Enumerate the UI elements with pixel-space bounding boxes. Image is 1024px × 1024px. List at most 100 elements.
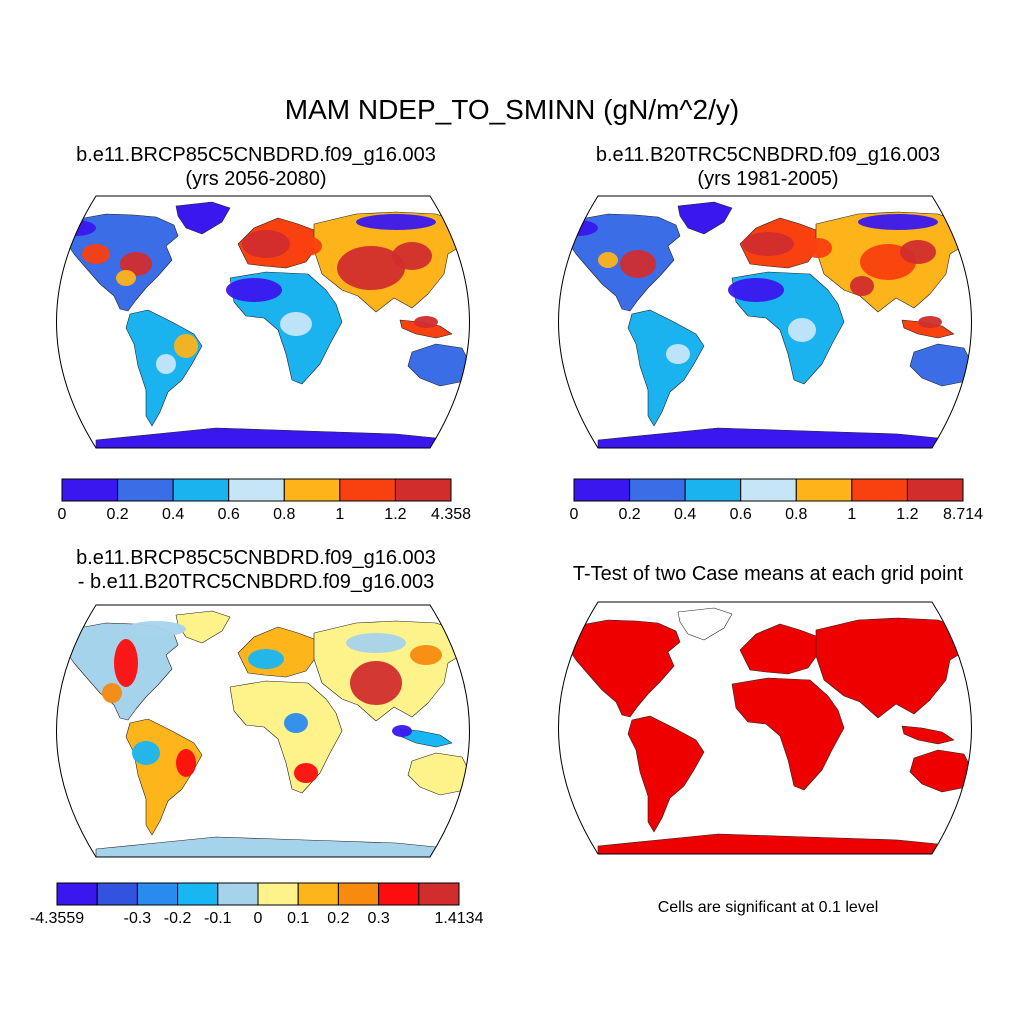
colorbar-difference-swatch-1 bbox=[96, 882, 138, 906]
map-ttest-land-europe bbox=[739, 623, 819, 675]
colorbar-control-swatch-5 bbox=[851, 478, 908, 502]
colorbar-difference-label: -4.3559 bbox=[30, 910, 84, 927]
map-ttest-land-seAsia bbox=[901, 725, 955, 745]
colorbar-control-swatch-3 bbox=[740, 478, 797, 502]
colorbar-case-swatch-0 bbox=[61, 478, 119, 502]
map-ttest-land-africa bbox=[731, 677, 845, 791]
colorbar-difference-label: 0 bbox=[254, 910, 263, 927]
map-case-field-patch bbox=[120, 252, 152, 276]
map-control-field-patch bbox=[598, 252, 618, 268]
colorbar-case-swatch-6 bbox=[394, 478, 452, 502]
map-case-field-patch bbox=[392, 242, 432, 270]
colorbar-difference-swatch-9 bbox=[418, 882, 460, 906]
colorbar-difference: -4.3559 -0.3 -0.2 -0.1 0 0.1 0.2 0.3 1.4134 bbox=[30, 882, 484, 927]
map-case-field-patch bbox=[280, 312, 312, 336]
colorbar-case-swatch-2 bbox=[172, 478, 230, 502]
colorbar-control-swatch-4 bbox=[795, 478, 853, 502]
map-difference-field-patch bbox=[284, 713, 308, 733]
colorbar-control-label: 0.2 bbox=[618, 506, 640, 523]
map-control-field-patch bbox=[850, 276, 874, 296]
map-case-field-patch bbox=[414, 316, 438, 328]
colorbar-control-label: 1.2 bbox=[896, 506, 918, 523]
map-case-frame bbox=[56, 195, 470, 449]
map-difference-field-patch bbox=[410, 645, 442, 665]
colorbar-control-swatch-0 bbox=[573, 478, 631, 502]
map-difference-land-southAmerica bbox=[125, 718, 203, 836]
map-case-field-patch bbox=[82, 244, 110, 264]
panel-ttest-title: T-Test of two Case means at each grid po… bbox=[512, 562, 1024, 586]
colorbar-case-label: 0 bbox=[58, 506, 67, 523]
map-difference-field-patch bbox=[176, 749, 196, 777]
map-control-field-patch bbox=[858, 214, 938, 230]
map-difference-field-patch bbox=[132, 741, 160, 765]
colorbar-case-label: 1 bbox=[335, 506, 344, 523]
map-case-land-australia bbox=[407, 343, 470, 387]
map-control bbox=[558, 195, 972, 449]
colorbar-difference-label: 0.3 bbox=[367, 910, 389, 927]
colorbar-case-label: 0.6 bbox=[218, 506, 240, 523]
map-control-field-patch bbox=[742, 232, 794, 256]
map-case-field-patch bbox=[156, 354, 176, 374]
panel-control-title: b.e11.B20TRC5CNBDRD.f09_g16.003 (yrs 198… bbox=[512, 143, 1024, 191]
colorbar-case-label: 4.358 bbox=[431, 506, 471, 523]
map-ttest-land-southAmerica bbox=[627, 715, 705, 833]
colorbar-control-label: 0.6 bbox=[730, 506, 752, 523]
map-control-field-patch bbox=[620, 250, 656, 278]
map-difference-land-seAsia bbox=[399, 728, 453, 748]
colorbar-difference-label: -0.2 bbox=[164, 910, 192, 927]
panel-case-title-line2: (yrs 2056-2080) bbox=[185, 168, 327, 190]
map-case-field-patch bbox=[290, 236, 322, 256]
map-case bbox=[56, 195, 470, 449]
map-difference-land-australia bbox=[407, 752, 470, 796]
map-difference-field-patch bbox=[248, 649, 284, 669]
colorbar-difference-label: 0.2 bbox=[327, 910, 349, 927]
colorbar-case-label: 1.2 bbox=[384, 506, 406, 523]
colorbar-case-label: 0.2 bbox=[106, 506, 128, 523]
map-difference-field-patch bbox=[392, 725, 412, 737]
colorbar-control-swatch-2 bbox=[684, 478, 742, 502]
map-control-land-australia bbox=[909, 343, 972, 387]
map-control-frame bbox=[558, 195, 972, 449]
map-control-field-patch bbox=[918, 316, 942, 328]
colorbar-control-label: 0 bbox=[570, 506, 579, 523]
map-ttest-land-australia bbox=[909, 749, 972, 793]
map-control-land-southAmerica bbox=[627, 309, 705, 427]
map-case-land-antarctica bbox=[95, 427, 437, 448]
map-case-land-greenland bbox=[175, 201, 231, 235]
colorbar-control-swatch-6 bbox=[906, 478, 964, 502]
colorbar-case-swatch-5 bbox=[339, 478, 396, 502]
colorbar-control-label: 0.4 bbox=[674, 506, 696, 523]
map-case-field-patch bbox=[226, 278, 282, 302]
colorbar-difference-label: -0.1 bbox=[204, 910, 232, 927]
map-difference-field-patch bbox=[102, 683, 122, 703]
map-ttest-land-antarctica bbox=[597, 833, 939, 854]
map-ttest-land-greenland bbox=[677, 607, 733, 641]
colorbar-difference-swatch-6 bbox=[297, 882, 339, 906]
colorbar-difference-swatch-3 bbox=[177, 882, 219, 906]
map-ttest-land-northAmerica bbox=[561, 619, 681, 718]
map-control-field-patch bbox=[804, 238, 832, 258]
colorbar-difference-swatch-8 bbox=[378, 882, 420, 906]
map-difference-field-patch bbox=[350, 661, 402, 705]
panel-difference-title-line1: b.e11.BRCP85C5CNBDRD.f09_g16.003 bbox=[76, 547, 436, 569]
colorbar-difference-label: 0.1 bbox=[287, 910, 309, 927]
colorbar-difference-swatch-0 bbox=[56, 882, 98, 906]
map-difference-field-patch bbox=[346, 633, 406, 653]
colorbar-control-label: 8.714 bbox=[943, 506, 983, 523]
map-difference-field-patch bbox=[294, 763, 318, 783]
map-case-land-northAmerica bbox=[59, 213, 179, 312]
map-ttest-frame bbox=[558, 601, 972, 855]
colorbar-case-label: 0.4 bbox=[162, 506, 184, 523]
colorbar-control-label: 1 bbox=[847, 506, 856, 523]
panel-ttest-title-line1: T-Test of two Case means at each grid po… bbox=[572, 563, 964, 585]
colorbar-difference-label: 1.4134 bbox=[435, 910, 484, 927]
panel-control-title-line1: b.e11.B20TRC5CNBDRD.f09_g16.003 bbox=[595, 144, 941, 166]
significance-note: Cells are significant at 0.1 level bbox=[657, 899, 879, 916]
map-control-field-patch bbox=[666, 344, 690, 364]
map-ttest-land-asia bbox=[815, 617, 971, 719]
colorbar-difference-swatch-7 bbox=[337, 882, 380, 906]
panel-difference-title: b.e11.BRCP85C5CNBDRD.f09_g16.003 - b.e11… bbox=[0, 546, 512, 594]
panel-difference-title-line2: - b.e11.B20TRC5CNBDRD.f09_g16.003 bbox=[77, 571, 435, 593]
colorbar-case-swatch-1 bbox=[117, 478, 174, 502]
map-difference bbox=[56, 604, 470, 858]
